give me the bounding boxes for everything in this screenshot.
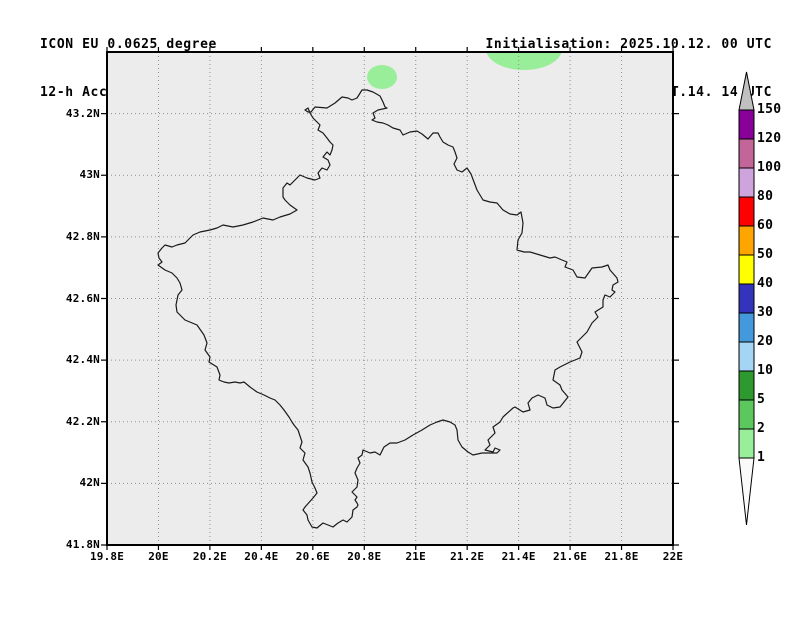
colorbar-level-label: 20 [757, 334, 774, 349]
colorbar-level-label: 40 [757, 276, 774, 291]
colorbar-segment [738, 428, 755, 459]
colorbar-level-label: 2 [757, 421, 766, 436]
x-tick-label: 20E [148, 550, 169, 563]
colorbar-level-label: 60 [757, 218, 774, 233]
model-title: ICON EU 0.0625 degree [40, 37, 217, 52]
x-tick-label: 21.6E [553, 550, 588, 563]
colorbar-level-label: 80 [757, 189, 774, 204]
colorbar-segment [738, 399, 755, 430]
x-tick-label: 21.2E [450, 550, 485, 563]
precip-area-large-cell-north-edge [486, 52, 562, 70]
map-background [107, 52, 673, 545]
colorbar-level-label: 120 [757, 131, 782, 146]
y-tick-label: 43N [79, 168, 100, 182]
x-tick-label: 21E [405, 550, 426, 563]
colorbar-level-label: 1 [757, 450, 766, 465]
country-border-kosovo [157, 89, 619, 529]
y-tick-label: 42N [79, 476, 100, 490]
colorbar-segment [738, 109, 755, 140]
colorbar-level-label: 100 [757, 160, 782, 175]
x-tick-label: 20.6E [295, 550, 330, 563]
y-tick-label: 41.8N [65, 538, 100, 551]
colorbar-segment [738, 312, 755, 343]
y-tick-label: 43.2N [65, 106, 100, 120]
colorbar-segment [738, 196, 755, 227]
colorbar-level-label: 30 [757, 305, 774, 320]
axis-ticks [101, 47, 679, 550]
colorbar-segment [738, 225, 755, 256]
colorbar [738, 71, 755, 526]
x-tick-label: 21.4E [501, 550, 536, 563]
colorbar-segment [738, 370, 755, 401]
colorbar-level-label: 50 [757, 247, 774, 262]
x-tick-label: 19.8E [89, 550, 125, 563]
colorbar-level-label: 5 [757, 392, 766, 407]
x-tick-label: 21.8E [604, 550, 639, 563]
colorbar-segment [738, 341, 755, 372]
x-tick-label: 22E [662, 550, 684, 563]
x-tick-label: 20.2E [192, 550, 227, 563]
colorbar-segment [738, 167, 755, 198]
colorbar-segment [738, 138, 755, 169]
x-tick-label: 20.8E [347, 550, 382, 563]
colorbar-segment [738, 283, 755, 314]
init-time-label: Initialisation: 2025.10.12. 00 UTC [485, 37, 772, 52]
y-tick-label: 42.2N [65, 414, 100, 428]
y-tick-label: 42.6N [65, 291, 100, 305]
precip-area-small-cell-north [367, 65, 397, 89]
colorbar-level-label: 150 [757, 102, 782, 117]
x-tick-label: 20.4E [244, 550, 279, 563]
y-tick-label: 42.4N [65, 353, 100, 367]
colorbar-above-arrow [738, 71, 755, 111]
colorbar-segment [738, 254, 755, 285]
y-tick-label: 42.8N [65, 229, 100, 243]
colorbar-below-arrow [738, 457, 755, 526]
colorbar-level-label: 10 [757, 363, 774, 378]
precip-areas [367, 52, 562, 89]
map-frame [106, 51, 674, 546]
